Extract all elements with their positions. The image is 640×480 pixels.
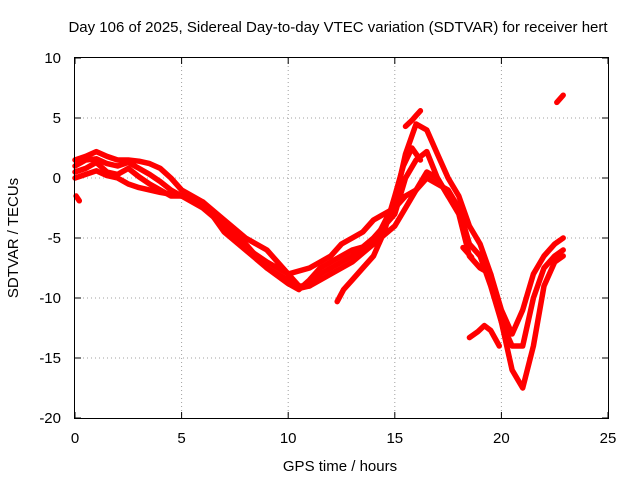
y-tick-label: -5 — [48, 230, 61, 247]
y-tick-label: -20 — [39, 410, 61, 427]
x-tick-label: 25 — [600, 430, 617, 447]
series-line-trace-5 — [334, 145, 424, 305]
x-tick-label: 5 — [177, 430, 185, 447]
series-group — [72, 92, 566, 391]
y-tick-label: 0 — [53, 170, 61, 187]
x-axis-label: GPS time / hours — [283, 458, 397, 475]
x-tick-label: 15 — [386, 430, 403, 447]
y-axis-label: SDTVAR / TECUs — [5, 178, 22, 298]
plot-frame — [74, 57, 609, 419]
series-line-trace-6 — [402, 108, 424, 130]
series-line-trace-8 — [460, 244, 475, 260]
series-line-trace-7 — [466, 322, 503, 349]
grid — [75, 58, 608, 418]
series-line-trace-9 — [554, 92, 566, 106]
x-tick-label: 10 — [280, 430, 297, 447]
chart-title: Day 106 of 2025, Sidereal Day-to-day VTE… — [68, 19, 608, 36]
y-tick-label: -15 — [39, 350, 61, 367]
series-line-trace-4 — [72, 168, 462, 277]
x-tick-label: 0 — [71, 430, 79, 447]
y-tick-label: -10 — [39, 290, 61, 307]
series-line-trace-3 — [72, 159, 566, 391]
y-tick-label: 5 — [53, 110, 61, 127]
series-line-trace-10 — [73, 193, 83, 204]
x-tick-label: 20 — [493, 430, 510, 447]
axis-ticks: 0 5 10 15 20 25 10 5 0 -5 -10 -15 -20 — [39, 50, 616, 447]
y-tick-label: 10 — [44, 50, 61, 67]
